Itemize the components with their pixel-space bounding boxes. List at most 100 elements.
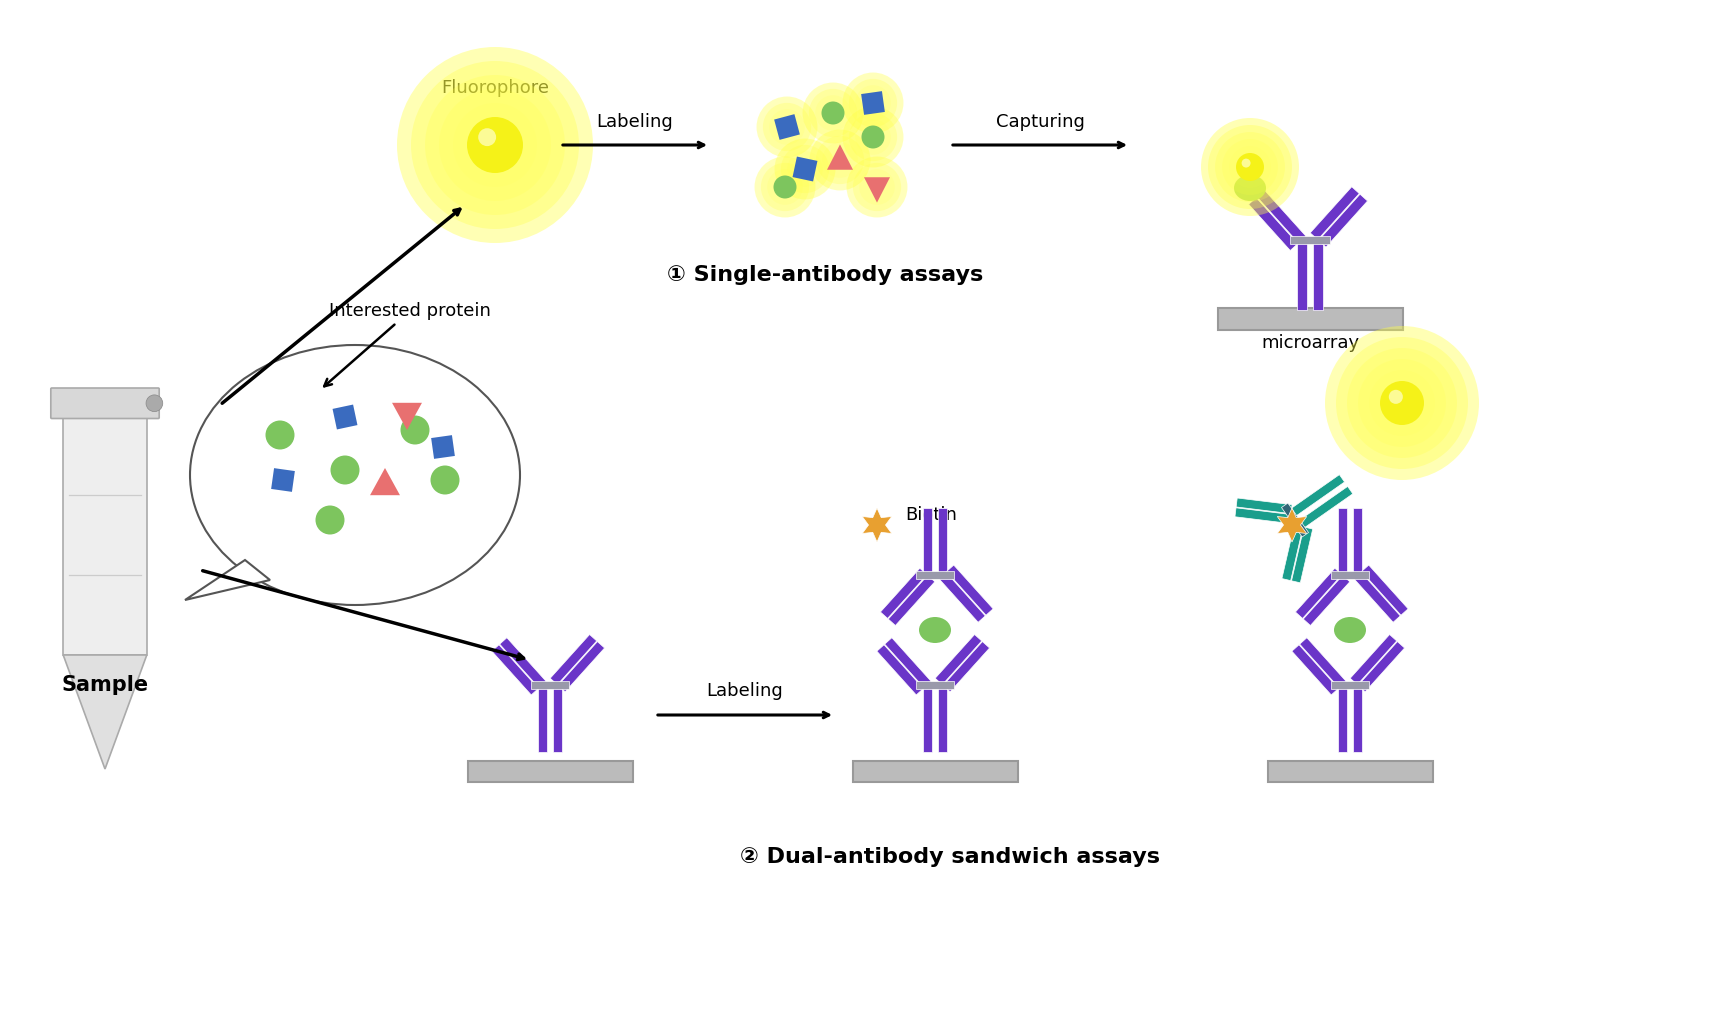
Bar <box>63 389 147 655</box>
Circle shape <box>853 162 901 211</box>
Circle shape <box>810 130 870 191</box>
Circle shape <box>1389 390 1403 404</box>
Bar <box>1313 240 1323 311</box>
Circle shape <box>767 170 803 205</box>
Bar <box>1297 240 1307 311</box>
Polygon shape <box>1277 508 1307 542</box>
Bar <box>1236 498 1292 514</box>
Bar <box>538 685 547 751</box>
Polygon shape <box>185 560 270 600</box>
Circle shape <box>1369 370 1436 436</box>
Text: Biotin: Biotin <box>906 506 957 524</box>
Bar <box>1354 572 1400 622</box>
Bar <box>1354 685 1362 751</box>
Circle shape <box>843 107 904 167</box>
Bar <box>431 435 455 459</box>
Bar <box>947 565 993 615</box>
Bar <box>1268 761 1432 782</box>
Bar <box>492 645 538 695</box>
Text: microarray: microarray <box>1261 334 1359 352</box>
Bar <box>793 156 817 182</box>
Text: ② Dual-antibody sandwich assays: ② Dual-antibody sandwich assays <box>740 847 1160 867</box>
Ellipse shape <box>1234 175 1266 201</box>
Circle shape <box>1201 118 1299 216</box>
Polygon shape <box>391 403 422 430</box>
Ellipse shape <box>919 617 950 642</box>
Bar <box>1249 198 1297 251</box>
Bar <box>1362 565 1408 615</box>
Circle shape <box>774 138 836 200</box>
Bar <box>1359 641 1405 692</box>
Bar <box>1338 685 1347 751</box>
Circle shape <box>1347 348 1458 458</box>
Bar <box>774 114 800 140</box>
Bar <box>1292 527 1313 583</box>
Text: Labeling: Labeling <box>706 682 783 700</box>
Circle shape <box>439 89 550 201</box>
Ellipse shape <box>190 345 520 605</box>
Circle shape <box>815 136 865 184</box>
Bar <box>1292 645 1338 695</box>
Circle shape <box>854 85 890 121</box>
Circle shape <box>467 117 523 173</box>
Circle shape <box>854 119 890 155</box>
Circle shape <box>781 145 829 193</box>
Circle shape <box>1229 146 1271 188</box>
Bar <box>923 685 931 751</box>
Polygon shape <box>63 655 147 769</box>
Bar <box>916 681 954 689</box>
Circle shape <box>849 79 897 127</box>
Polygon shape <box>863 508 892 542</box>
Bar <box>531 681 569 689</box>
Bar <box>1301 637 1347 688</box>
Circle shape <box>757 96 817 157</box>
Circle shape <box>1222 139 1278 195</box>
Bar <box>1318 194 1367 247</box>
Text: Fluorophore: Fluorophore <box>441 79 549 97</box>
Bar <box>559 641 605 692</box>
Circle shape <box>815 95 851 131</box>
Bar <box>1256 190 1306 243</box>
Bar <box>877 645 923 695</box>
Bar <box>1289 475 1345 518</box>
Bar <box>554 685 562 751</box>
Circle shape <box>822 142 858 178</box>
Text: Interested protein: Interested protein <box>325 302 490 387</box>
Ellipse shape <box>1335 617 1365 642</box>
Bar <box>1295 568 1342 618</box>
Circle shape <box>861 126 885 148</box>
Text: Capturing: Capturing <box>996 113 1085 131</box>
Circle shape <box>1215 132 1285 202</box>
Text: Sample: Sample <box>62 675 149 695</box>
Bar <box>1350 634 1396 685</box>
Polygon shape <box>827 144 853 170</box>
Circle shape <box>410 61 579 229</box>
FancyBboxPatch shape <box>51 388 159 418</box>
Bar <box>861 91 885 115</box>
Bar <box>499 637 547 688</box>
Text: ① Single-antibody assays: ① Single-antibody assays <box>667 265 983 285</box>
Bar <box>938 685 947 751</box>
Bar <box>943 641 990 692</box>
Bar <box>1297 486 1354 530</box>
Circle shape <box>1242 158 1251 167</box>
Bar <box>1217 308 1403 330</box>
Bar <box>853 761 1017 782</box>
Circle shape <box>1236 153 1265 181</box>
Bar <box>885 637 931 688</box>
Circle shape <box>479 128 496 146</box>
Circle shape <box>145 395 162 412</box>
Bar <box>1236 508 1290 524</box>
Circle shape <box>774 176 796 199</box>
Bar <box>1338 509 1347 576</box>
Bar <box>923 509 931 576</box>
Circle shape <box>808 89 858 137</box>
Circle shape <box>761 162 808 211</box>
Bar <box>333 405 357 429</box>
Text: Labeling: Labeling <box>596 113 673 131</box>
Bar <box>880 568 926 618</box>
Bar <box>889 576 935 625</box>
Circle shape <box>1336 337 1468 469</box>
Circle shape <box>860 170 896 205</box>
Bar <box>1354 509 1362 576</box>
